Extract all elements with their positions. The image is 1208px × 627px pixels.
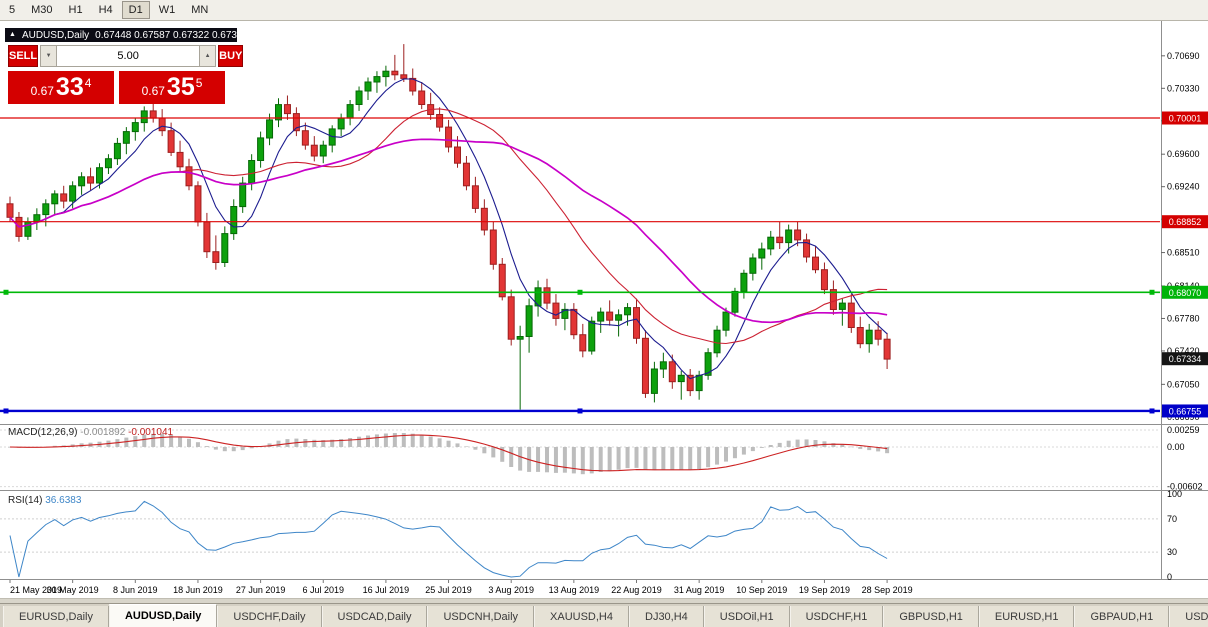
- timeframe-button-w1[interactable]: W1: [152, 1, 183, 19]
- svg-text:0: 0: [1167, 572, 1172, 582]
- rsi-value: 36.6383: [45, 495, 82, 506]
- svg-text:0.70330: 0.70330: [1167, 83, 1200, 93]
- svg-text:0.70690: 0.70690: [1167, 51, 1200, 61]
- chart-title-bar: ▲ AUDUSD,Daily 0.67448 0.67587 0.67322 0…: [5, 28, 248, 42]
- macd-name: MACD(12,26,9): [8, 427, 78, 438]
- svg-text:18 Jun 2019: 18 Jun 2019: [173, 585, 223, 595]
- buy-price-display[interactable]: 0.67 35 5: [119, 71, 225, 104]
- chart-window: 0.706900.703300.699700.696000.692400.688…: [0, 21, 1208, 598]
- timeframe-button-m30[interactable]: M30: [24, 1, 59, 19]
- svg-text:25 Jul 2019: 25 Jul 2019: [425, 585, 472, 595]
- chart-tab-usdchf-daily[interactable]: USDCHF,Daily: [217, 606, 322, 627]
- svg-text:28 Sep 2019: 28 Sep 2019: [862, 585, 913, 595]
- svg-text:0.68070: 0.68070: [1169, 288, 1202, 298]
- svg-text:30: 30: [1167, 547, 1177, 557]
- candles-layer: [0, 44, 1160, 414]
- rsi-indicator-label: RSI(14) 36.6383: [8, 495, 81, 506]
- svg-text:10 Sep 2019: 10 Sep 2019: [736, 585, 787, 595]
- buy-price-main: 35: [166, 73, 195, 101]
- chart-tab-usdoil-h1[interactable]: USDOil,H1: [703, 606, 790, 627]
- chart-tab-xauusd-h4[interactable]: XAUUSD,H4: [534, 606, 629, 627]
- svg-text:31 Aug 2019: 31 Aug 2019: [674, 585, 725, 595]
- svg-text:0.00259: 0.00259: [1167, 425, 1200, 435]
- price-scale[interactable]: 0.706900.703300.699700.696000.692400.688…: [1161, 21, 1208, 582]
- chart-tab-usdcnh-daily[interactable]: USDCNH,Daily: [427, 606, 535, 627]
- svg-text:21 May 2019: 21 May 2019: [10, 585, 62, 595]
- svg-text:0.68510: 0.68510: [1167, 248, 1200, 258]
- rsi-panel: [0, 500, 1160, 578]
- svg-text:0.66755: 0.66755: [1169, 406, 1202, 416]
- svg-text:30 May 2019: 30 May 2019: [47, 585, 99, 595]
- svg-text:8 Jun 2019: 8 Jun 2019: [113, 585, 158, 595]
- chart-tab-usdchf-h1[interactable]: USDCHF,H1: [789, 606, 884, 627]
- svg-text:0.67334: 0.67334: [1169, 354, 1202, 364]
- svg-text:6 Jul 2019: 6 Jul 2019: [302, 585, 344, 595]
- svg-text:22 Aug 2019: 22 Aug 2019: [611, 585, 662, 595]
- sell-price-main: 33: [55, 73, 84, 101]
- one-click-trading-panel: SELL ▼ ▲ BUY 0.67 33 4 0.67 35 5: [8, 45, 244, 104]
- chart-tab-usdcad-daily[interactable]: USDCAD,Daily: [321, 606, 428, 627]
- timeframe-button-mn[interactable]: MN: [184, 1, 215, 19]
- svg-text:0.00: 0.00: [1167, 442, 1185, 452]
- horizontal-scrollbar[interactable]: [0, 598, 1208, 603]
- chart-tab-audusd-daily[interactable]: AUDUSD,Daily: [108, 604, 218, 627]
- svg-text:16 Jul 2019: 16 Jul 2019: [363, 585, 410, 595]
- svg-text:0.70001: 0.70001: [1169, 114, 1202, 124]
- lot-size-input[interactable]: [56, 46, 201, 66]
- svg-text:-0.00602: -0.00602: [1167, 482, 1203, 492]
- chart-tab-dj30-h4[interactable]: DJ30,H4: [629, 606, 704, 627]
- svg-text:19 Sep 2019: 19 Sep 2019: [799, 585, 850, 595]
- timeframe-button-5[interactable]: 5: [2, 1, 22, 19]
- svg-text:13 Aug 2019: 13 Aug 2019: [549, 585, 600, 595]
- chart-tab-gbpaud-h1[interactable]: GBPAUD,H1: [1074, 606, 1170, 627]
- buy-button[interactable]: BUY: [218, 45, 244, 67]
- macd-panel: [0, 429, 1160, 488]
- timeframe-button-h4[interactable]: H4: [92, 1, 120, 19]
- svg-text:0.67420: 0.67420: [1167, 346, 1200, 356]
- chart-tab-usdjp[interactable]: USDJP: [1169, 606, 1208, 627]
- sell-price-pip: 4: [84, 76, 92, 90]
- lot-decrease-icon[interactable]: ▼: [41, 46, 57, 66]
- svg-text:0.69240: 0.69240: [1167, 182, 1200, 192]
- chart-tab-bar: EURUSD,Daily AUDUSD,Daily USDCHF,Daily USDC…: [0, 603, 1208, 627]
- svg-text:100: 100: [1167, 489, 1182, 499]
- svg-text:3 Aug 2019: 3 Aug 2019: [488, 585, 534, 595]
- chart-tab-gbpusd-h1[interactable]: GBPUSD,H1: [883, 606, 979, 627]
- timeframe-toolbar: 5 M30 H1 H4 D1 W1 MN: [0, 0, 1208, 21]
- rsi-name: RSI(14): [8, 495, 43, 506]
- svg-text:0.67780: 0.67780: [1167, 313, 1200, 323]
- svg-text:0.67050: 0.67050: [1167, 379, 1200, 389]
- lot-increase-icon[interactable]: ▲: [200, 46, 216, 66]
- macd-indicator-label: MACD(12,26,9) -0.001892 -0.001041: [8, 427, 173, 438]
- timeframe-button-d1[interactable]: D1: [121, 1, 150, 19]
- lot-size-stepper: ▼ ▲: [40, 45, 217, 67]
- chart-tab-eurusd-h1[interactable]: EURUSD,H1: [978, 606, 1075, 627]
- svg-text:27 Jun 2019: 27 Jun 2019: [236, 585, 286, 595]
- svg-text:70: 70: [1167, 514, 1177, 524]
- buy-price-pip: 5: [195, 76, 203, 90]
- macd-main-value: -0.001892: [80, 427, 126, 438]
- sell-price-prefix: 0.67: [30, 84, 54, 98]
- sell-price-display[interactable]: 0.67 33 4: [8, 71, 114, 104]
- timeframe-button-h1[interactable]: H1: [62, 1, 90, 19]
- chart-ohlc-values: 0.67448 0.67587 0.67322 0.67334: [95, 29, 249, 41]
- price-chart[interactable]: 0.706900.703300.699700.696000.692400.688…: [0, 21, 1208, 598]
- svg-text:0.69600: 0.69600: [1167, 149, 1200, 159]
- svg-text:0.68852: 0.68852: [1169, 217, 1202, 227]
- chart-symbol-label: AUDUSD,Daily: [21, 29, 90, 41]
- sell-button[interactable]: SELL: [8, 45, 39, 67]
- chart-tab-eurusd-daily[interactable]: EURUSD,Daily: [3, 606, 109, 627]
- macd-signal-value: -0.001041: [128, 427, 174, 438]
- buy-price-prefix: 0.67: [141, 84, 165, 98]
- collapse-panel-icon[interactable]: ▲: [9, 31, 16, 38]
